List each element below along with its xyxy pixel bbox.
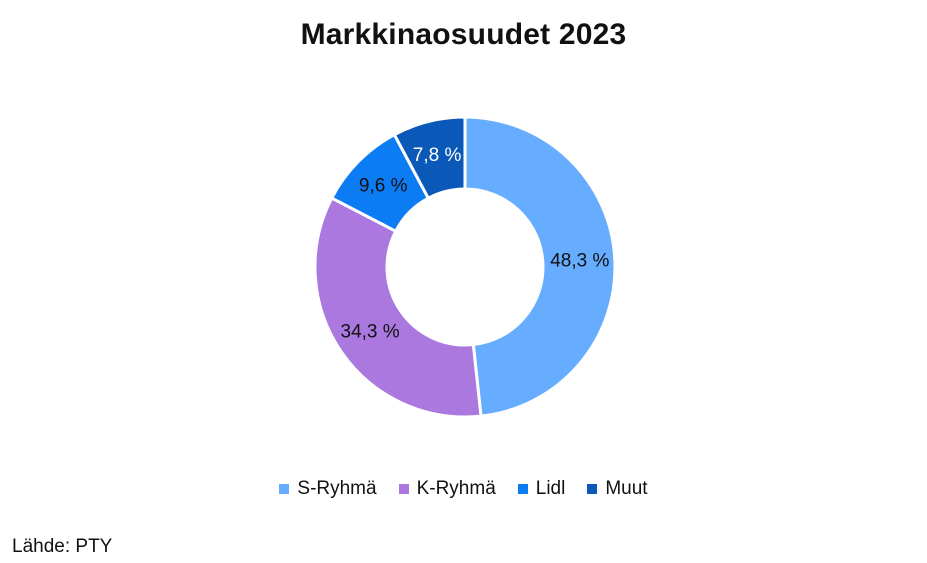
legend-swatch-4 — [587, 484, 598, 494]
source-note: Lähde: PTY — [12, 536, 113, 557]
slice-4 — [392, 115, 467, 201]
slice-label-4: 7,8 % — [413, 145, 462, 166]
chart-legend: S-Ryhmä K-Ryhmä Lidl Muut — [0, 478, 927, 500]
legend-label-3: Lidl — [535, 478, 566, 499]
legend-item-3: Lidl — [517, 478, 566, 500]
legend-swatch-2 — [398, 484, 409, 494]
legend-swatch-1 — [279, 484, 290, 494]
legend-item-2: K-Ryhmä — [398, 478, 496, 500]
legend-label-2: K-Ryhmä — [416, 478, 496, 499]
legend-label-4: Muut — [605, 478, 648, 499]
slice-label-2: 34,3 % — [341, 321, 400, 342]
slice-2 — [313, 196, 483, 419]
chart-title: Markkinaosuudet 2023 — [300, 18, 627, 51]
legend-item-1: S-Ryhmä — [279, 478, 377, 500]
legend-item-4: Muut — [587, 478, 648, 500]
slice-1 — [463, 115, 617, 418]
legend-swatch-3 — [517, 484, 528, 494]
legend-label-1: S-Ryhmä — [297, 478, 377, 499]
slice-label-1: 48,3 % — [550, 250, 609, 271]
slice-label-3: 9,6 % — [359, 176, 408, 197]
